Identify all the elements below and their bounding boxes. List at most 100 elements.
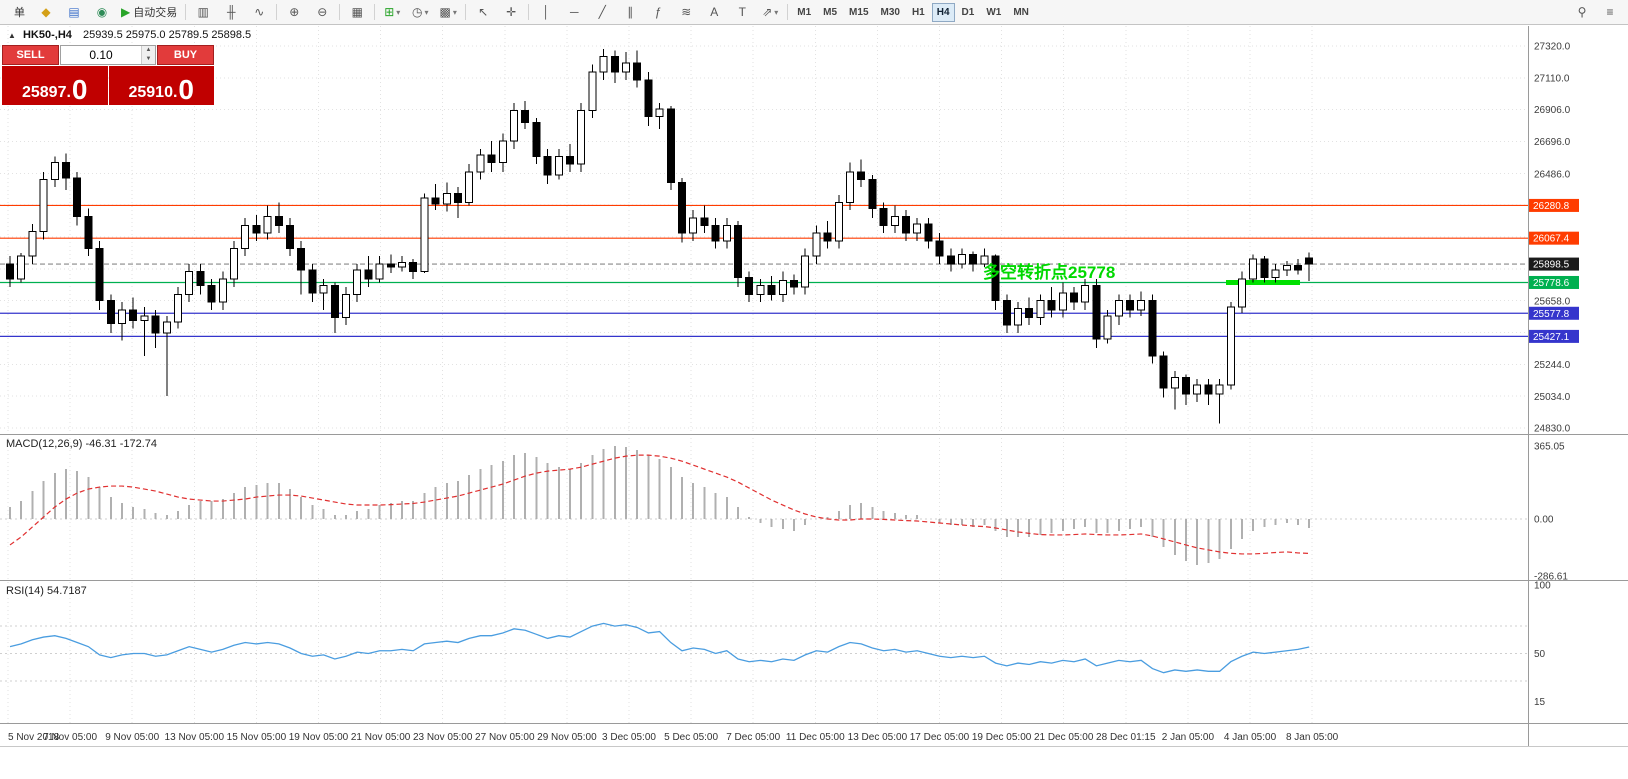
templates-button[interactable]: ▩ ▾ — [435, 1, 461, 23]
bar-chart-button[interactable]: ▥ — [190, 1, 216, 23]
macd-axis-label: 365.05 — [1534, 442, 1565, 453]
date-axis-label: 9 Nov 05:00 — [105, 732, 159, 743]
horizontal-level-lines — [0, 204, 1528, 337]
community-button[interactable]: ◉ — [89, 1, 115, 23]
text-icon: A — [710, 5, 719, 19]
search-button[interactable]: ⚲ — [1569, 1, 1595, 23]
price-axis-label: 26906.0 — [1534, 105, 1571, 116]
rsi-axis-label: 50 — [1534, 649, 1546, 660]
timeframe-m5-button[interactable]: M5 — [823, 6, 838, 18]
candlestick-chart-button[interactable]: ╫ — [218, 1, 244, 23]
price-axis-label: 25034.0 — [1534, 392, 1571, 403]
svg-text:25778.6: 25778.6 — [1533, 278, 1570, 289]
price-axis-label: 27110.0 — [1534, 74, 1570, 85]
buy-price-big: 0 — [178, 74, 194, 105]
horizontal-line-button[interactable]: ─ — [561, 1, 587, 23]
volume-field: ▲ ▼ — [60, 45, 156, 65]
toolbar-separator — [339, 4, 341, 20]
chevron-down-icon: ▾ — [396, 7, 401, 17]
text-button[interactable]: A — [701, 1, 727, 23]
price-line-label: 25427.1 — [1529, 329, 1579, 343]
vertical-line-button[interactable]: │ — [533, 1, 559, 23]
sell-button[interactable]: SELL — [2, 45, 59, 65]
new-order-button[interactable]: 单 — [5, 1, 31, 23]
autotrading-button-label: 自动交易 — [133, 7, 178, 19]
periods-button[interactable]: ◷ ▾ — [407, 1, 433, 23]
rsi-indicator-label: RSI(14) 54.7187 — [6, 585, 87, 597]
date-axis-label: 21 Nov 05:00 — [351, 732, 411, 743]
annotation-text: 多空转折点25778 — [983, 263, 1116, 282]
date-axis-label: 5 Dec 05:00 — [664, 732, 718, 743]
cursor-button[interactable]: ↖ — [470, 1, 496, 23]
timeframe-m30-button[interactable]: M30 — [880, 6, 900, 18]
chevron-down-icon: ▾ — [424, 7, 429, 17]
fibonacci-button[interactable]: ƒ — [645, 1, 671, 23]
sell-price[interactable]: 25897. 0 — [2, 66, 108, 105]
sell-price-big: 0 — [71, 74, 88, 105]
zoom-out-button[interactable]: ⊖ — [309, 1, 335, 23]
toolbar-separator — [787, 4, 789, 20]
text-label-icon: T — [738, 5, 746, 19]
fibonacci-icon: ƒ — [654, 5, 662, 19]
indicators-button[interactable]: ⊞ ▾ — [379, 1, 405, 23]
date-axis-label: 13 Dec 05:00 — [848, 732, 908, 743]
toolbar-separator — [276, 4, 278, 20]
buy-button[interactable]: BUY — [157, 45, 214, 65]
shapes-button[interactable]: ≋ — [673, 1, 699, 23]
volume-down-button[interactable]: ▼ — [142, 55, 155, 64]
date-axis-label: 19 Dec 05:00 — [972, 732, 1032, 743]
volume-up-button[interactable]: ▲ — [142, 46, 155, 55]
timeframe-h4-button[interactable]: H4 — [931, 2, 955, 22]
date-axis-label: 8 Jan 05:00 — [1286, 732, 1339, 743]
text-label-button[interactable]: T — [729, 1, 755, 23]
channel-icon: ∥ — [627, 5, 634, 19]
channel-button[interactable]: ∥ — [617, 1, 643, 23]
search-icon: ⚲ — [1577, 5, 1587, 19]
collapse-arrow-icon[interactable]: ▲ — [8, 31, 16, 40]
price-axis-label: 25658.0 — [1534, 296, 1571, 307]
trendline-icon: ╱ — [598, 5, 606, 19]
price-line-label: 25898.5 — [1529, 257, 1579, 271]
date-axis-label: 17 Dec 05:00 — [910, 732, 970, 743]
timeframe-mn-button[interactable]: MN — [1013, 6, 1029, 18]
trendline-button[interactable]: ╱ — [589, 1, 615, 23]
toolbar-separator — [374, 4, 376, 20]
date-axis-label: 15 Nov 05:00 — [227, 732, 287, 743]
timeframe-w1-button[interactable]: W1 — [986, 6, 1002, 18]
rsi-axis-label: 15 — [1534, 697, 1546, 708]
timeframe-m15-button[interactable]: M15 — [849, 6, 869, 18]
window-list-button[interactable]: ≡ — [1597, 1, 1623, 23]
timeframe-h1-button[interactable]: H1 — [911, 6, 925, 18]
buy-price[interactable]: 25910. 0 — [108, 66, 214, 105]
price-line-label: 26280.8 — [1529, 198, 1579, 212]
sell-price-main: 25897. — [21, 84, 71, 101]
history-center-button[interactable]: ◆ — [33, 1, 59, 23]
market-watch-button[interactable]: ▤ — [61, 1, 87, 23]
zoom-in-button[interactable]: ⊕ — [281, 1, 307, 23]
autotrading-button[interactable]: ▶ 自动交易 — [117, 1, 181, 23]
market-watch-icon: ▤ — [68, 5, 80, 19]
volume-input[interactable] — [61, 46, 141, 64]
price-axis: 27320.0 27110.0 26906.0 26696.0 26486.0 25658… — [1534, 42, 1571, 708]
one-click-trading-panel: SELL ▲ ▼ BUY 25897.0 25910.0 — [2, 45, 214, 105]
timeframe-d1-button[interactable]: D1 — [961, 6, 975, 18]
timeframe-m1-button[interactable]: M1 — [797, 6, 812, 18]
svg-text:26280.8: 26280.8 — [1533, 201, 1570, 212]
toolbar-separator — [465, 4, 467, 20]
macd-axis-label: 0.00 — [1534, 515, 1554, 526]
timeframe-group: M1 M5 M15 M30 H1 H4 D1 W1 MN — [791, 2, 1035, 22]
crosshair-button[interactable]: ✛ — [498, 1, 524, 23]
buy-price-main: 25910. — [128, 84, 178, 101]
tile-windows-button[interactable]: ▦ — [344, 1, 370, 23]
cursor-icon: ↖ — [478, 5, 489, 19]
line-chart-button[interactable]: ∿ — [246, 1, 272, 23]
arrows-button[interactable]: ⇗ ▾ — [757, 1, 783, 23]
macd-indicator-label: MACD(12,26,9) -46.31 -172.74 — [6, 438, 158, 450]
candlestick-series — [6, 49, 1314, 424]
svg-text:25427.1: 25427.1 — [1533, 332, 1570, 343]
community-icon: ◉ — [96, 5, 108, 19]
date-axis-label: 28 Dec 01:15 — [1096, 732, 1156, 743]
zoom-out-icon: ⊖ — [317, 5, 328, 19]
